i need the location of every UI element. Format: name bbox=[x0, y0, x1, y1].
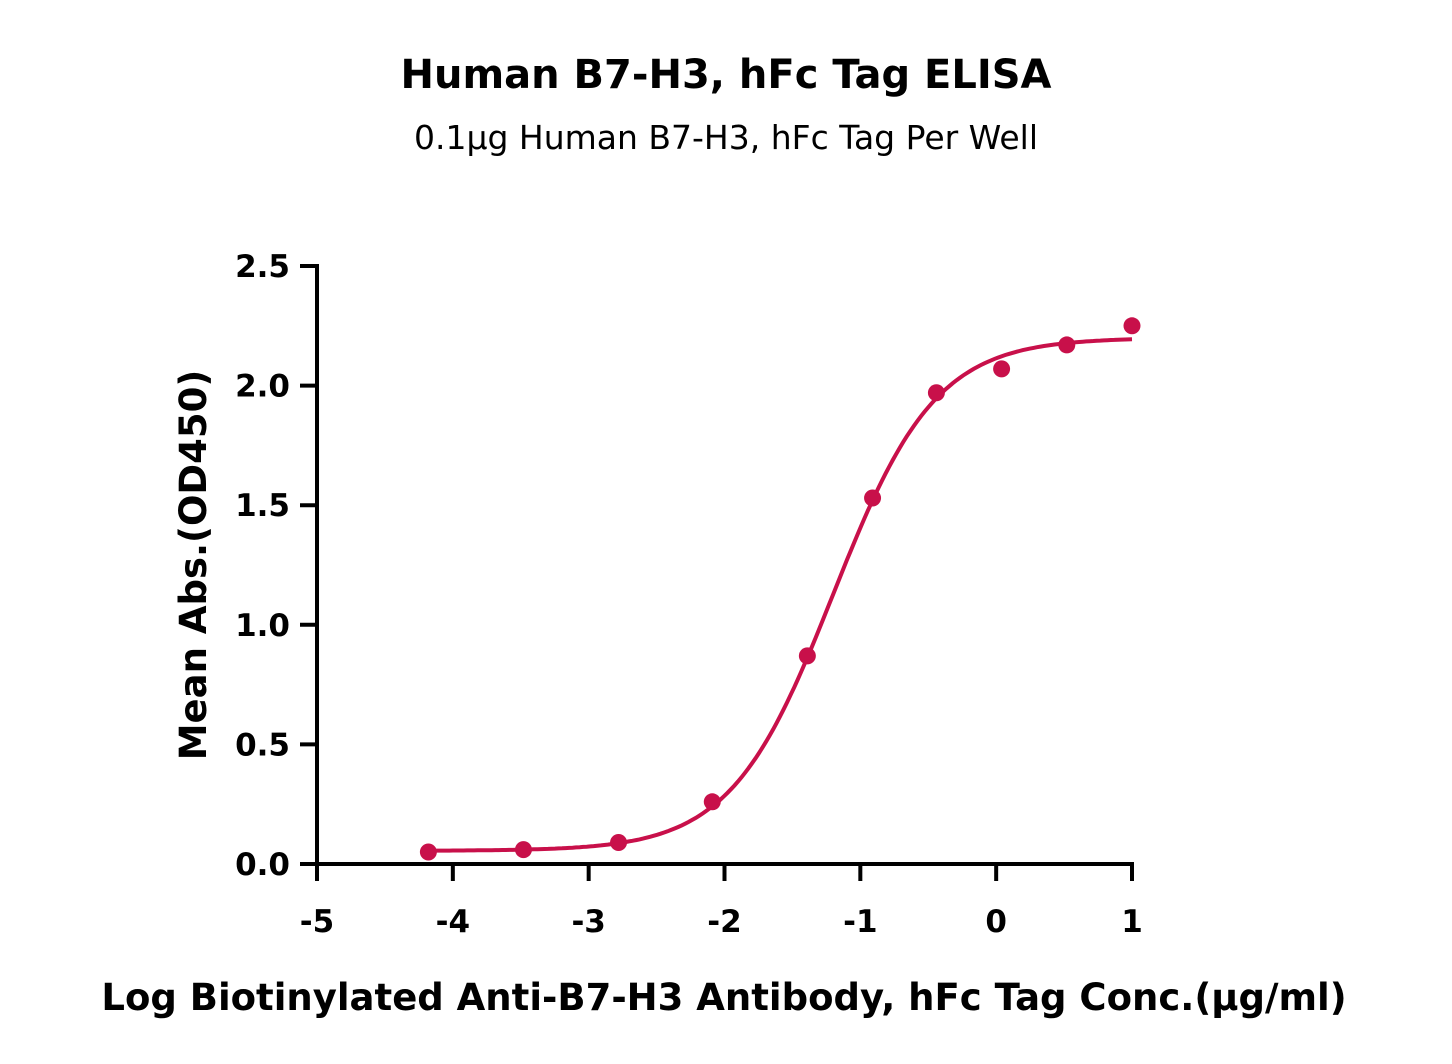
data-point bbox=[703, 793, 721, 811]
x-tick-label: -5 bbox=[300, 904, 334, 940]
x-tick-label: 1 bbox=[1121, 904, 1143, 940]
data-point bbox=[1058, 336, 1076, 354]
y-tick-label: 2.0 bbox=[235, 369, 290, 405]
data-point bbox=[514, 841, 532, 859]
data-point bbox=[993, 360, 1011, 378]
x-tick-label: -1 bbox=[843, 904, 877, 940]
x-tick-label: 0 bbox=[985, 904, 1007, 940]
data-point bbox=[927, 384, 945, 402]
data-point bbox=[1123, 317, 1141, 335]
y-axis-label: Mean Abs.(OD450) bbox=[172, 370, 215, 761]
data-point bbox=[419, 843, 437, 861]
y-tick-label: 0.0 bbox=[235, 847, 290, 883]
data-point bbox=[864, 489, 882, 507]
y-tick-label: 2.5 bbox=[235, 249, 290, 285]
y-tick-label: 0.5 bbox=[235, 727, 290, 763]
y-tick-label: 1.5 bbox=[235, 488, 290, 524]
x-tick-label: -2 bbox=[707, 904, 741, 940]
y-tick-label: 1.0 bbox=[235, 608, 290, 644]
data-point bbox=[610, 833, 628, 851]
data-point bbox=[798, 647, 816, 665]
chart-subtitle: 0.1μg Human B7-H3, hFc Tag Per Well bbox=[413, 118, 1039, 157]
x-axis-label: Log Biotinylated Anti-B7-H3 Antibody, hF… bbox=[101, 976, 1346, 1019]
chart-title: Human B7-H3, hFc Tag ELISA bbox=[400, 52, 1052, 98]
x-tick-label: -3 bbox=[571, 904, 605, 940]
x-tick-label: -4 bbox=[436, 904, 470, 940]
fit-curve bbox=[428, 337, 1133, 853]
